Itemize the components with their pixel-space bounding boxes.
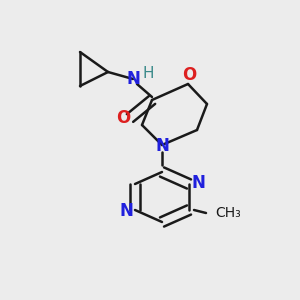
- Text: O: O: [116, 109, 130, 127]
- Text: N: N: [155, 137, 169, 155]
- Text: N: N: [126, 70, 140, 88]
- Text: CH₃: CH₃: [215, 206, 241, 220]
- Text: O: O: [182, 66, 196, 84]
- Text: N: N: [119, 202, 133, 220]
- Text: H: H: [142, 67, 154, 82]
- Text: N: N: [191, 174, 205, 192]
